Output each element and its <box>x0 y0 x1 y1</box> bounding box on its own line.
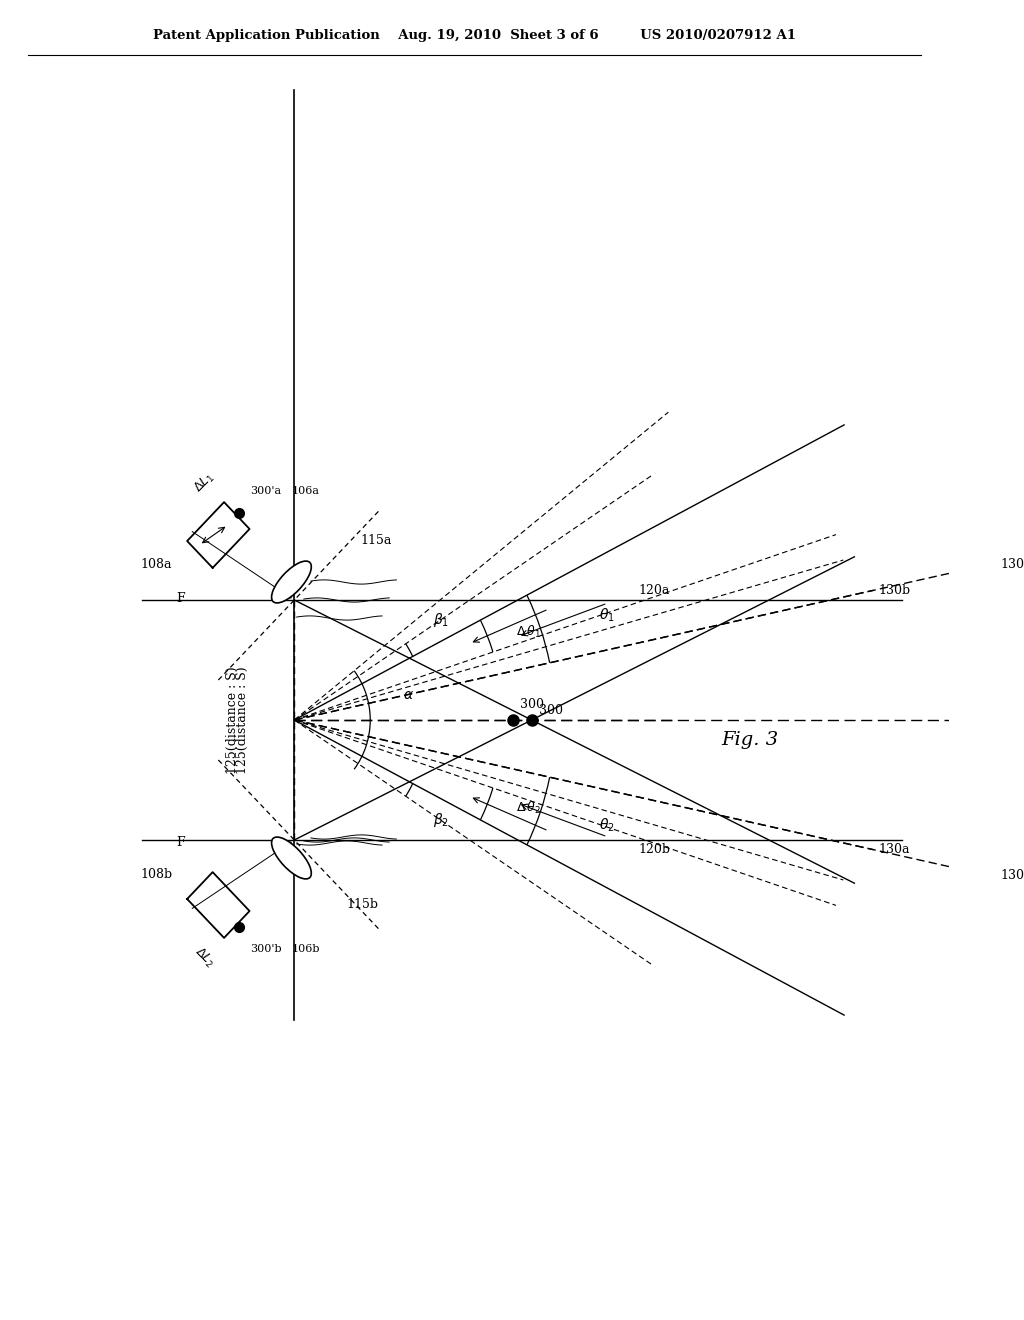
Text: $\alpha$: $\alpha$ <box>402 688 414 702</box>
Text: F: F <box>176 591 184 605</box>
Text: Fig. 3: Fig. 3 <box>722 731 778 748</box>
Text: 130b: 130b <box>879 583 910 597</box>
Text: $\theta_1$: $\theta_1$ <box>599 606 614 623</box>
Text: 120a: 120a <box>638 583 670 597</box>
Text: Patent Application Publication    Aug. 19, 2010  Sheet 3 of 6         US 2010/02: Patent Application Publication Aug. 19, … <box>154 29 797 41</box>
Text: 115b: 115b <box>346 899 379 912</box>
Text: 130b: 130b <box>1000 870 1024 883</box>
Text: $\Delta L_2$: $\Delta L_2$ <box>190 944 217 970</box>
Text: 300'a: 300'a <box>251 486 282 496</box>
Polygon shape <box>187 873 250 939</box>
Text: 300'b: 300'b <box>251 944 283 954</box>
Text: 106b: 106b <box>292 944 319 954</box>
Text: $\Delta\,\theta_2$: $\Delta\,\theta_2$ <box>516 800 541 816</box>
Text: 106a: 106a <box>292 486 319 496</box>
Text: 300: 300 <box>520 698 544 711</box>
Text: 125(distance : S): 125(distance : S) <box>236 667 249 774</box>
Text: $\beta_1$: $\beta_1$ <box>433 611 450 630</box>
Text: 115a: 115a <box>360 533 392 546</box>
Text: $\Delta\,\theta_1$: $\Delta\,\theta_1$ <box>516 624 541 640</box>
Ellipse shape <box>271 561 311 603</box>
Text: 108a: 108a <box>141 558 172 572</box>
Text: 108b: 108b <box>140 869 173 882</box>
Text: F: F <box>176 836 184 849</box>
Text: 125(distance : S): 125(distance : S) <box>226 667 239 774</box>
Text: 130a: 130a <box>879 843 909 857</box>
Text: $\beta_2$: $\beta_2$ <box>433 810 450 829</box>
Text: 300: 300 <box>540 704 563 717</box>
Text: $\Delta L_1$: $\Delta L_1$ <box>190 470 217 496</box>
Text: 130a: 130a <box>1000 557 1024 570</box>
Ellipse shape <box>271 837 311 879</box>
Text: 120b: 120b <box>638 843 670 857</box>
Text: $\theta_2$: $\theta_2$ <box>599 816 614 834</box>
Polygon shape <box>187 502 250 568</box>
